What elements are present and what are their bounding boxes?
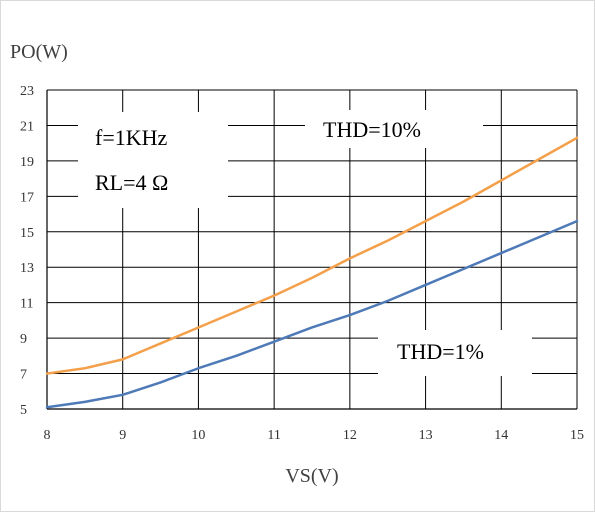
x-tick-label: 12	[343, 428, 357, 443]
series-line-thd1	[45, 219, 579, 409]
x-tick-label: 8	[44, 428, 51, 443]
y-tick-label: 15	[20, 226, 34, 241]
y-axis-title: PO(W)	[10, 41, 68, 63]
y-tick-label: 5	[20, 403, 27, 418]
thd10-label: THD=10%	[323, 117, 421, 142]
y-tick-label: 17	[20, 190, 34, 205]
series-line-thd10	[45, 136, 579, 375]
x-tick-label: 11	[267, 428, 280, 443]
condition-frequency: f=1KHz	[95, 125, 168, 150]
x-tick-label: 10	[191, 428, 205, 443]
y-tick-label: 13	[20, 261, 34, 276]
thd10-label-box	[305, 110, 483, 148]
y-tick-label: 9	[20, 332, 27, 347]
y-tick-label: 19	[20, 155, 34, 170]
condition-box	[78, 112, 228, 208]
thd1-label: THD=1%	[397, 339, 484, 364]
y-tick-label: 7	[20, 368, 27, 383]
x-tick-label: 9	[119, 428, 126, 443]
series-layer	[45, 136, 579, 409]
y-tick-label: 21	[20, 119, 34, 134]
tick-label-layer: 8 9 10 11 12 13 14 15 5 7 9 11 13 15 17 19 21 23	[20, 84, 584, 443]
y-tick-label: 23	[20, 84, 34, 99]
condition-load: RL=4 Ω	[95, 170, 168, 195]
thd1-label-box	[378, 330, 532, 376]
x-tick-label: 14	[494, 428, 508, 443]
x-tick-label: 13	[419, 428, 433, 443]
x-axis-title: VS(V)	[285, 465, 338, 487]
y-tick-label: 11	[20, 297, 33, 312]
annotation-layer: f=1KHz RL=4 Ω THD=10% THD=1%	[78, 110, 532, 376]
x-tick-label: 15	[570, 428, 584, 443]
